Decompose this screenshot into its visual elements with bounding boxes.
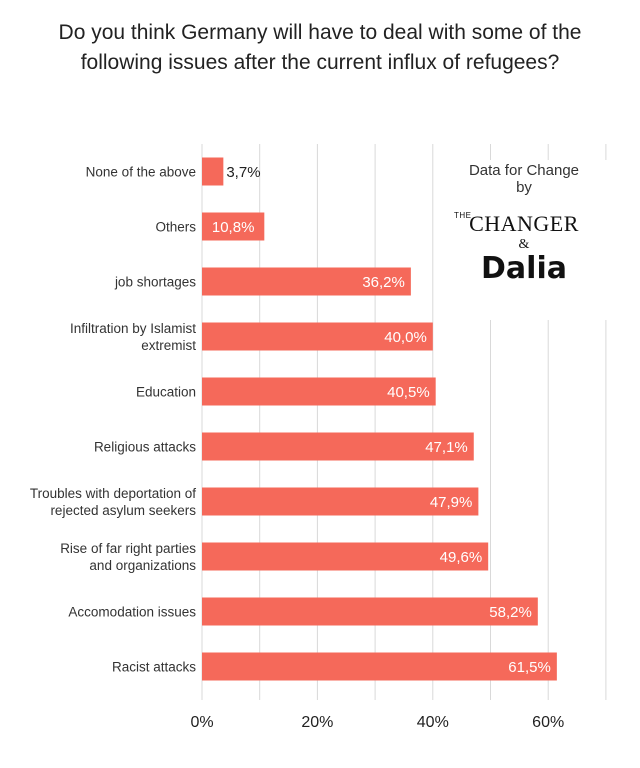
bar bbox=[202, 212, 265, 241]
bar bbox=[202, 322, 433, 351]
value-label: 40,5% bbox=[387, 384, 430, 401]
category-label: rejected asylum seekers bbox=[50, 503, 196, 518]
category-label: Troubles with deportation of bbox=[30, 486, 196, 501]
credit-box: Data for Change by THE CHANGER & Dalia bbox=[440, 160, 608, 320]
category-label: Others bbox=[155, 220, 196, 235]
category-label: Accomodation issues bbox=[68, 605, 196, 620]
category-label: Racist attacks bbox=[112, 660, 196, 675]
bar bbox=[202, 377, 436, 406]
category-label: Infiltration by Islamist bbox=[70, 321, 196, 336]
chart-title: Do you think Germany will have to deal w… bbox=[58, 21, 582, 74]
bar bbox=[202, 432, 474, 461]
bars bbox=[202, 157, 557, 681]
brand-changer-text: CHANGER bbox=[469, 211, 579, 236]
value-label: 36,2% bbox=[362, 274, 405, 291]
x-tick-label: 60% bbox=[532, 714, 564, 731]
brand-dalia-logo: Dalia bbox=[481, 251, 567, 286]
value-label: 49,6% bbox=[440, 549, 483, 566]
bar bbox=[202, 487, 479, 516]
bar bbox=[202, 157, 224, 186]
category-label: job shortages bbox=[114, 275, 196, 290]
bar bbox=[202, 652, 557, 681]
x-tick-label: 20% bbox=[301, 714, 333, 731]
value-label: 58,2% bbox=[489, 604, 532, 621]
brand-changer-logo: THE CHANGER bbox=[440, 211, 608, 236]
bar bbox=[202, 597, 538, 626]
category-label: Religious attacks bbox=[94, 440, 196, 455]
value-label: 47,9% bbox=[430, 494, 473, 511]
value-label: 10,8% bbox=[212, 219, 255, 236]
category-label: None of the above bbox=[86, 165, 196, 180]
value-label: 47,1% bbox=[425, 439, 468, 456]
category-label: Education bbox=[136, 385, 196, 400]
bar bbox=[202, 542, 489, 571]
category-label: and organizations bbox=[89, 558, 196, 573]
x-tick-label: 0% bbox=[190, 714, 213, 731]
x-tick-label: 40% bbox=[417, 714, 449, 731]
x-axis-ticks: 0% 20% 40% 60% bbox=[190, 714, 564, 731]
value-labels: 3,7% 10,8% 36,2% 40,0% 40,5% 47,1% 47,9% 49,6% 5… bbox=[212, 164, 551, 676]
value-label: 3,7% bbox=[226, 164, 260, 181]
credit-line-1: Data for Change bbox=[468, 162, 580, 179]
value-label: 40,0% bbox=[384, 329, 427, 346]
category-labels: None of the above Others job shortages Infi… bbox=[30, 165, 196, 675]
credit-line-2: by bbox=[516, 179, 532, 196]
category-label: Rise of far right parties bbox=[60, 541, 196, 556]
bar bbox=[202, 267, 411, 296]
value-label: 61,5% bbox=[508, 659, 551, 676]
brand-the: THE bbox=[454, 211, 472, 220]
brand-ampersand: & bbox=[518, 237, 530, 252]
category-label: extremist bbox=[141, 338, 196, 353]
